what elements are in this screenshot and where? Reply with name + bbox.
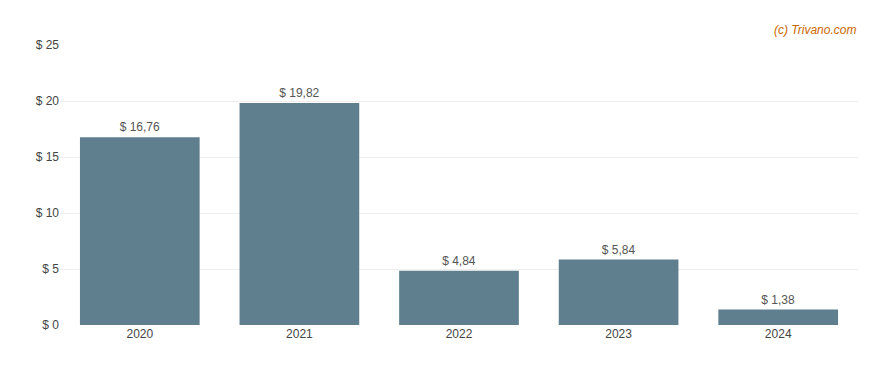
- svg-text:$ 5,84: $ 5,84: [602, 243, 636, 257]
- svg-text:(c) Trivano.com: (c) Trivano.com: [774, 23, 856, 37]
- svg-text:$ 16,76: $ 16,76: [120, 120, 160, 134]
- svg-text:$ 20: $ 20: [36, 94, 60, 108]
- svg-text:$ 10: $ 10: [36, 206, 60, 220]
- svg-text:$ 5: $ 5: [42, 262, 59, 276]
- svg-text:$ 19,82: $ 19,82: [279, 86, 319, 100]
- svg-text:2022: 2022: [446, 327, 473, 341]
- svg-text:$ 25: $ 25: [36, 38, 60, 52]
- svg-text:2024: 2024: [765, 327, 792, 341]
- svg-text:2021: 2021: [286, 327, 313, 341]
- svg-text:$ 15: $ 15: [36, 150, 60, 164]
- svg-text:$ 4,84: $ 4,84: [442, 254, 476, 268]
- svg-text:$ 1,38: $ 1,38: [761, 293, 795, 307]
- svg-text:$ 0: $ 0: [42, 318, 59, 332]
- svg-text:2020: 2020: [126, 327, 153, 341]
- svg-text:2023: 2023: [605, 327, 632, 341]
